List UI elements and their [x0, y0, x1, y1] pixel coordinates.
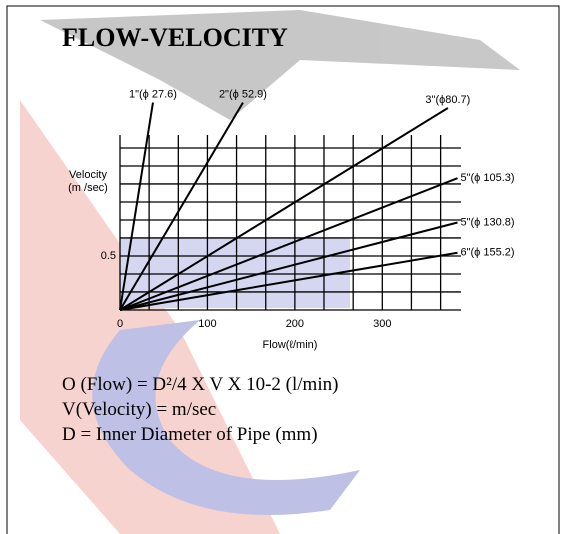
y-axis-label: Velocity: [69, 169, 107, 181]
x-axis-label: Flow(ℓ/min): [263, 339, 318, 351]
x-tick-label: 200: [286, 318, 304, 330]
x-tick-label: 100: [198, 318, 216, 330]
chart-title: FLOW-VELOCITY: [62, 23, 288, 52]
page: FLOW-VELOCITY Velocity (m /sec) Flow(ℓ/m…: [0, 0, 569, 534]
legend-label: 1"(ϕ 27.6): [129, 88, 177, 100]
x-tick-label: 300: [373, 318, 391, 330]
note: O (Flow) = D²/4 X V X 10-2 (l/min): [62, 374, 338, 395]
legend-label: 6"(ϕ 155.2): [461, 247, 515, 259]
y-tick-label: 0.5: [101, 250, 116, 262]
y-axis-label: (m /sec): [68, 182, 108, 194]
legend-label: 3"(ϕ80.7): [425, 94, 470, 106]
chart: FLOW-VELOCITY Velocity (m /sec) Flow(ℓ/m…: [0, 0, 569, 534]
note: D = Inner Diameter of Pipe (mm): [62, 424, 318, 445]
legend-label: 2"(ϕ 52.9): [219, 88, 267, 100]
x-tick-label: 0: [117, 318, 123, 330]
legend-label: 5"(ϕ 105.3): [461, 172, 515, 184]
note: V(Velocity) = m/sec: [62, 399, 216, 420]
legend-label: 5"(ϕ 130.8): [461, 216, 515, 228]
